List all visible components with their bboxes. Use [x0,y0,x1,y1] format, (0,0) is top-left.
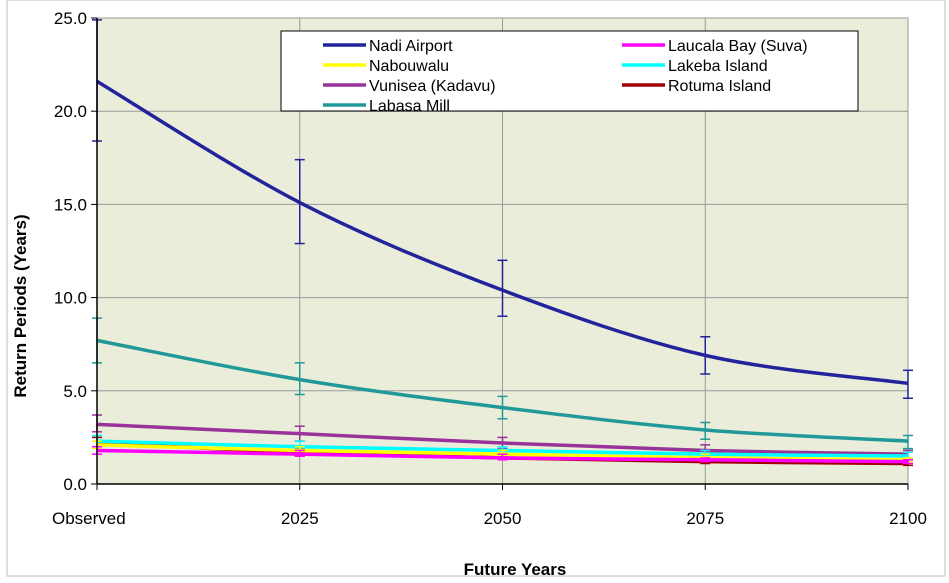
y-tick-label: 15.0 [54,195,87,214]
legend-label: Rotuma Island [668,78,771,95]
y-tick-label: 10.0 [54,289,87,308]
legend-item: Nabouwalu [323,58,449,75]
legend-label: Nadi Airport [369,38,453,55]
legend-item: Nadi Airport [323,38,453,55]
x-tick-label: 2075 [686,509,724,528]
legend-box [280,30,859,112]
x-tick-label: 2050 [484,509,522,528]
legend-label: Lakeba Island [668,58,768,75]
x-tick-label: 2100 [889,509,927,528]
y-tick-label: 5.0 [63,382,87,401]
series-lines [92,19,913,467]
legend-label: Laucala Bay (Suva) [668,38,808,55]
y-axis-title: Return Periods (Years) [11,214,30,397]
x-axis-title: Future Years [464,560,567,578]
legend-item: Laucala Bay (Suva) [622,38,808,55]
legend-label: Nabouwalu [369,58,449,75]
x-tick-label: Observed [52,509,126,528]
x-tick-label: 2025 [281,509,319,528]
y-tick-label: 25.0 [54,9,87,28]
y-tick-label: 20.0 [54,102,87,121]
y-tick-label: 0.0 [63,475,87,494]
legend-label: Vunisea (Kadavu) [369,78,496,95]
legend-label: Labasa Mill [369,98,450,115]
legend-item: Vunisea (Kadavu) [323,78,496,95]
legend: Nadi Airport Laucala Bay (Suva) Nabouwalu L… [280,30,859,115]
axes: 0.0 5.0 10.0 15.0 20.0 25.0 Observed 2025 2050 20… [52,9,927,528]
legend-item: Lakeba Island [622,58,768,75]
legend-item: Labasa Mill [323,98,450,115]
legend-item: Rotuma Island [622,78,771,95]
